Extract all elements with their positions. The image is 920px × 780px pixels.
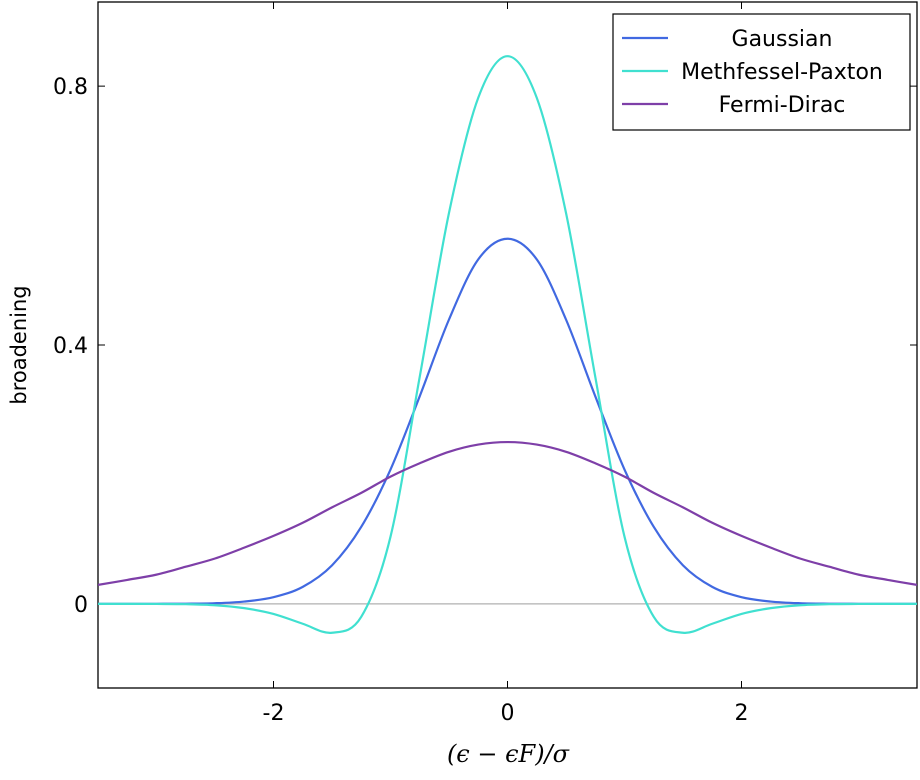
y-tick-label: 0 <box>74 593 88 618</box>
legend: Gaussian Methfessel-Paxton Fermi-Dirac <box>612 13 911 131</box>
legend-label-gaussian: Gaussian <box>732 27 833 52</box>
legend-label-fermi-dirac: Fermi-Dirac <box>719 93 846 118</box>
y-tick-label: 0.4 <box>53 334 88 359</box>
x-tick-label: 0 <box>501 701 515 726</box>
legend-label-methfessel-paxton: Methfessel-Paxton <box>681 60 883 85</box>
x-tick-label: 2 <box>735 701 749 726</box>
series-line-gaussian <box>98 237 917 605</box>
y-tick-label: 0.8 <box>53 75 88 100</box>
x-axis-label: (ϵ − ϵF)/σ <box>447 740 570 768</box>
series-line-methfessel-paxton <box>98 55 917 634</box>
x-tick-label: -2 <box>263 701 285 726</box>
series-line-fermi-dirac <box>98 440 917 586</box>
y-axis-label: broadening <box>7 285 31 404</box>
